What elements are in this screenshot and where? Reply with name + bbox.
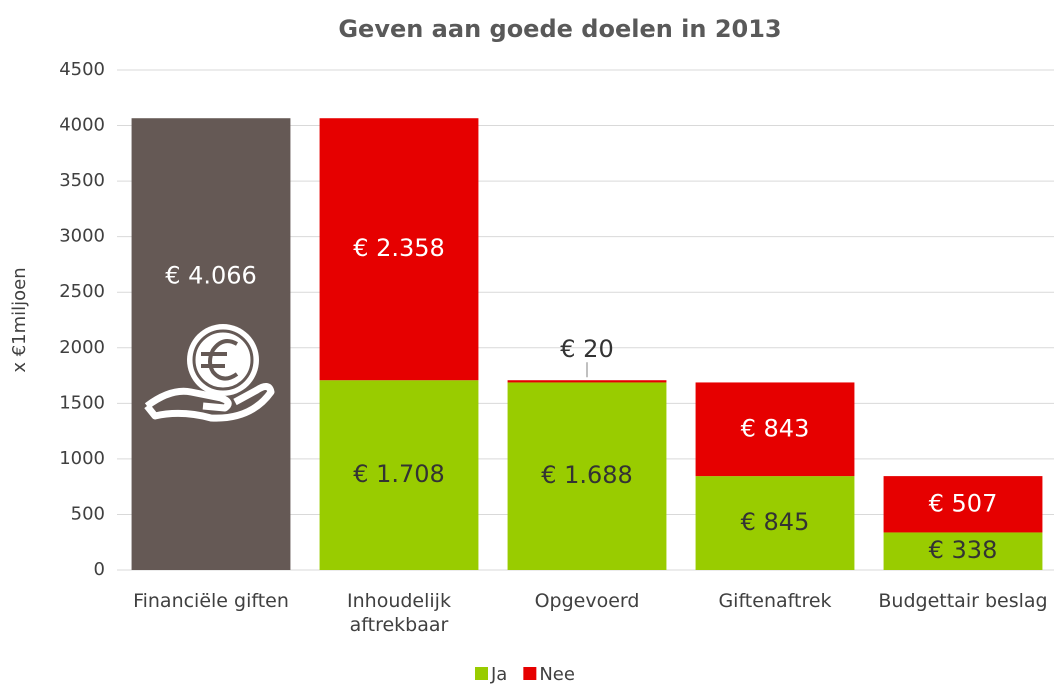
value-label: € 845: [741, 508, 810, 536]
value-label: € 1.708: [353, 460, 445, 488]
bar-segment: [883, 476, 1043, 533]
y-tick-label: 2500: [59, 281, 105, 302]
y-tick-label: 1500: [59, 392, 105, 413]
value-label: € 507: [929, 489, 998, 517]
value-label: € 20: [560, 335, 613, 363]
bar-segment: [507, 380, 667, 383]
y-tick-label: 3000: [59, 226, 105, 247]
bar-segment: [695, 476, 855, 570]
bars: € 4.066 € 1.708 € 2.358 € 1.688 € 20 € 845 € 8…: [131, 118, 1043, 570]
x-tick-label: Budgettair beslag: [878, 590, 1048, 612]
value-label: € 338: [929, 536, 998, 564]
value-label: € 4.066: [165, 261, 257, 289]
y-tick-label: 1000: [59, 448, 105, 469]
y-tick-label: 3500: [59, 170, 105, 191]
y-tick-label: 4000: [59, 115, 105, 136]
bar-segment: [319, 380, 479, 570]
bar-segment: [883, 532, 1043, 570]
legend-swatch: [475, 667, 488, 680]
y-tick-label: 0: [94, 559, 105, 580]
legend: Ja Nee: [475, 664, 575, 684]
legend-swatch: [523, 667, 537, 680]
chart-title: Geven aan goede doelen in 2013: [338, 15, 781, 43]
x-tick-label: Giftenaftrek: [718, 590, 832, 612]
x-tick-label: Opgevoerd: [534, 590, 640, 612]
y-tick-label: 500: [71, 503, 105, 524]
value-label: € 2.358: [353, 234, 445, 262]
y-axis-label: x €1miljoen: [9, 267, 30, 372]
bar-segment: [507, 382, 667, 570]
x-tick-label: Financiële giften: [133, 590, 289, 612]
x-tick-label: Inhoudelijk aftrekbaar: [347, 590, 451, 636]
bar-segment: [695, 382, 855, 477]
legend-label: Ja: [490, 664, 507, 684]
y-tick-label: 2000: [59, 337, 105, 358]
value-label: € 843: [741, 414, 810, 442]
y-tick-label: 4500: [59, 59, 105, 80]
euro-icon: [144, 324, 275, 422]
value-label: € 1.688: [541, 461, 633, 489]
bar-segment: [319, 118, 479, 381]
legend-label: Nee: [539, 664, 575, 684]
